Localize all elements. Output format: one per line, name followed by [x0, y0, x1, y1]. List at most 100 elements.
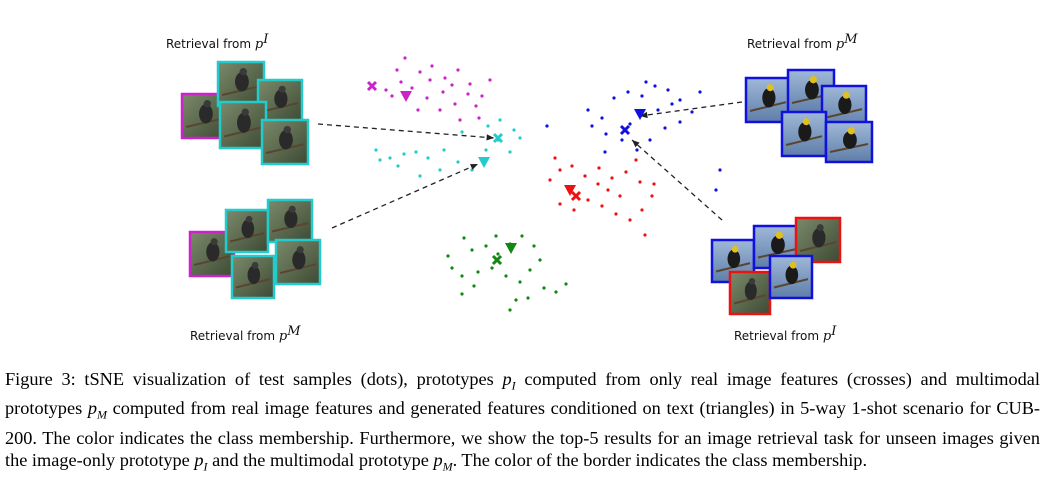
sample-dot-magenta	[458, 118, 462, 122]
retrieval-arrow-head	[632, 140, 640, 148]
retrieval-arrow-line	[317, 123, 495, 139]
sample-dot-green	[446, 254, 450, 258]
sample-dot-green	[504, 274, 508, 278]
sample-dot-red	[618, 194, 622, 198]
sample-dot-green	[532, 244, 536, 248]
sample-dot-red	[652, 182, 656, 186]
prototype-triangle	[505, 243, 517, 254]
sample-dot-magenta	[456, 68, 460, 72]
sample-dot-magenta	[428, 78, 432, 82]
sample-dot-blue	[620, 138, 624, 142]
sample-dot-magenta	[438, 108, 442, 112]
sample-dot-green	[484, 244, 488, 248]
retrieved-image-thumbnail	[274, 238, 322, 286]
sample-dot-cyan	[418, 174, 422, 178]
retrieval-arrow-head	[640, 111, 648, 119]
sample-dot-magenta	[441, 90, 445, 94]
retrieved-image-thumbnail	[266, 198, 314, 244]
sample-dot-magenta	[477, 116, 481, 120]
sample-dot-cyan	[442, 148, 446, 152]
sample-dot-blue	[666, 88, 670, 92]
retrieved-image-thumbnail	[224, 208, 270, 254]
sample-dot-green	[494, 234, 498, 238]
prototype-cross	[492, 132, 504, 144]
sample-dot-blue	[628, 122, 632, 126]
sample-dot-cyan	[498, 118, 502, 122]
retrieved-image-thumbnail	[794, 216, 842, 264]
sample-dot-red	[606, 188, 610, 192]
retrieved-image-thumbnail	[768, 254, 814, 300]
label-bottom-right: Retrieval from pI	[734, 324, 837, 344]
sample-dot-cyan	[374, 148, 378, 152]
retrieval-arrows	[317, 101, 743, 229]
sample-dot-magenta	[480, 94, 484, 98]
sample-dot-magenta	[450, 83, 454, 87]
sample-dot-blue	[604, 132, 608, 136]
sample-dot-green	[470, 248, 474, 252]
sample-dot-red	[583, 174, 587, 178]
sample-dot-red	[643, 233, 647, 237]
retrieval-arrow-head	[486, 134, 494, 141]
label-top-right: Retrieval from pM	[747, 32, 858, 52]
sample-dot-red	[586, 198, 590, 202]
sample-dot-blue	[648, 138, 652, 142]
sample-dot-blue	[714, 188, 718, 192]
retrieved-image-thumbnail	[216, 60, 266, 108]
retrieved-image-thumbnail	[260, 118, 310, 166]
sample-dot-blue	[653, 84, 657, 88]
label-top-left: Retrieval from pI	[166, 32, 269, 52]
sample-dot-red	[600, 204, 604, 208]
sample-dot-green	[520, 234, 524, 238]
sample-dot-cyan	[512, 128, 516, 132]
retrieved-image-thumbnail	[218, 100, 268, 150]
sample-dot-green	[496, 252, 500, 256]
sample-dot-red	[572, 208, 576, 212]
sample-dot-cyan	[460, 130, 464, 134]
sample-dot-green	[450, 266, 454, 270]
sample-dot-green	[508, 308, 512, 312]
tsne-figure	[180, 56, 874, 316]
sample-dot-red	[570, 164, 574, 168]
retrieved-image-thumbnail	[780, 110, 828, 158]
retrieved-image-thumbnail	[230, 254, 276, 300]
retrieval-thumbnails	[180, 60, 874, 316]
sample-dot-red	[624, 170, 628, 174]
sample-dot-magenta	[399, 80, 403, 84]
sample-dot-green	[528, 268, 532, 272]
sample-dot-magenta	[403, 56, 407, 60]
sample-dot-green	[526, 296, 530, 300]
sample-dot-cyan	[388, 156, 392, 160]
sample-dot-green	[554, 290, 558, 294]
prototype-triangle	[634, 109, 646, 120]
retrieval-arrow-line	[639, 101, 743, 117]
sample-dot-blue	[600, 116, 604, 120]
sample-dot-magenta	[390, 94, 394, 98]
retrieved-image-thumbnail	[728, 270, 772, 316]
sample-dot-blue	[678, 98, 682, 102]
sample-dot-red	[610, 176, 614, 180]
sample-dot-green	[476, 270, 480, 274]
sample-dot-blue	[626, 90, 630, 94]
sample-dot-red	[553, 156, 557, 160]
sample-dot-cyan	[426, 156, 430, 160]
sample-dot-red	[634, 158, 638, 162]
sample-dot-cyan	[378, 158, 382, 162]
sample-dot-blue	[603, 150, 607, 154]
sample-dot-red	[628, 218, 632, 222]
sample-dot-magenta	[466, 92, 470, 96]
sample-dot-magenta	[474, 104, 478, 108]
sample-dot-blue	[586, 108, 590, 112]
sample-dot-green	[538, 258, 542, 262]
sample-dot-green	[460, 292, 464, 296]
sample-dot-magenta	[384, 88, 388, 92]
sample-dot-red	[558, 202, 562, 206]
sample-dot-blue	[670, 102, 674, 106]
retrieval-arrow-line	[631, 139, 723, 221]
sample-dot-green	[564, 282, 568, 286]
sample-dot-cyan	[508, 150, 512, 154]
sample-dot-cyan	[518, 136, 522, 140]
sample-dot-blue	[663, 126, 667, 130]
sample-dot-magenta	[418, 70, 422, 74]
sample-dot-magenta	[416, 108, 420, 112]
sample-dot-cyan	[456, 160, 460, 164]
